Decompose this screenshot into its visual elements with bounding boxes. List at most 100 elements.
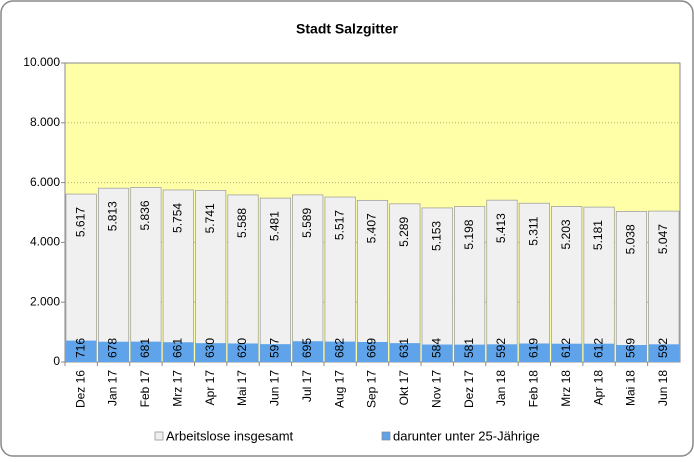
y-tick-label: 4.000 [30,235,60,249]
x-tick-label: Dez 17 [462,370,476,408]
bar [422,344,453,362]
bar [583,343,615,362]
x-tick-label: Apr 18 [591,370,605,406]
y-tick-label: 10.000 [23,55,60,69]
legend-swatch [154,431,164,441]
bar [292,194,324,363]
bar [65,193,97,363]
bar [195,189,227,363]
data-label: 592 [494,338,508,358]
data-label: 5.047 [656,224,670,254]
bar [260,344,291,362]
bar [98,341,129,362]
data-label: 5.413 [494,213,508,243]
data-label: 678 [106,338,120,358]
x-tick-label: Jun 18 [656,370,670,406]
bar [421,207,453,363]
data-label: 631 [397,338,411,358]
data-label: 5.181 [591,220,605,250]
bar [357,341,388,362]
x-tick-label: Mrz 18 [559,370,573,407]
x-tick-label: Mai 17 [235,370,249,406]
x-tick-label: Jan 18 [494,370,508,406]
bar [454,206,486,363]
bar [615,211,648,363]
data-label: 5.617 [73,207,87,237]
y-tick-label: 8.000 [30,115,60,129]
data-label: 5.198 [462,219,476,249]
data-label: 597 [268,338,282,358]
data-label: 569 [624,338,638,358]
bar [130,187,162,363]
data-label: 5.741 [203,203,217,233]
bar [324,196,356,363]
bar [486,199,518,363]
bar [227,194,259,363]
bar [97,187,130,363]
data-label: 5.311 [527,216,541,245]
x-tick-label: Nov 17 [429,370,443,408]
x-tick-label: Mai 18 [624,370,638,406]
bar [389,203,421,363]
bar [195,343,226,362]
data-label: 581 [462,338,476,358]
bar [583,206,615,363]
data-label: 681 [138,338,152,358]
bar [162,189,194,363]
data-label: 5.203 [559,219,573,249]
data-label: 620 [235,338,249,358]
data-label: 669 [365,338,379,358]
data-label: 5.289 [397,217,411,247]
data-label: 612 [559,338,573,358]
bar [324,341,356,362]
data-label: 5.038 [624,224,638,254]
data-label: 619 [527,338,541,358]
data-label: 5.481 [268,211,282,241]
bar [292,341,323,362]
bar [486,344,518,362]
y-tick-label: 2.000 [30,294,60,308]
data-label: 5.754 [170,203,184,233]
x-tick-label: Mrz 17 [170,370,184,407]
data-label: 612 [591,338,605,358]
legend-label: darunter unter 25-Jährige [393,428,540,443]
data-label: 5.153 [429,221,443,251]
bar [518,202,550,363]
data-label: 5.589 [300,208,314,238]
x-tick-label: Jan 17 [106,370,120,406]
data-label: 5.517 [332,210,346,240]
x-tick-label: Jul 17 [300,370,314,402]
data-label: 584 [429,338,443,358]
data-label: 682 [332,338,346,358]
bar [163,342,194,362]
bar [519,343,550,362]
bar [551,206,583,363]
bar [65,340,97,362]
x-tick-label: Okt 17 [397,370,411,406]
chart-title: Stadt Salzgitter [296,21,398,37]
x-tick-label: Feb 17 [138,370,152,408]
data-label: 5.836 [138,200,152,230]
x-tick-label: Dez 16 [73,370,87,408]
data-label: 630 [203,338,217,358]
data-label: 661 [170,338,184,358]
data-label: 5.407 [365,213,379,243]
bar [454,344,485,362]
y-tick-label: 6.000 [30,175,60,189]
x-tick-label: Sep 17 [365,370,379,408]
x-tick-label: Apr 17 [203,370,217,406]
bar [227,343,259,362]
data-label: 5.588 [235,208,249,238]
bar [551,343,582,362]
data-label: 592 [656,338,670,358]
bar [616,344,647,362]
bar [389,343,421,362]
bar [356,199,389,363]
x-tick-label: Jun 17 [268,370,282,406]
x-tick-label: Feb 18 [527,370,541,408]
x-tick-label: Aug 17 [332,370,346,408]
data-label: 5.813 [106,201,120,231]
data-label: 716 [73,338,87,358]
bar [130,341,162,362]
bar [648,210,680,363]
